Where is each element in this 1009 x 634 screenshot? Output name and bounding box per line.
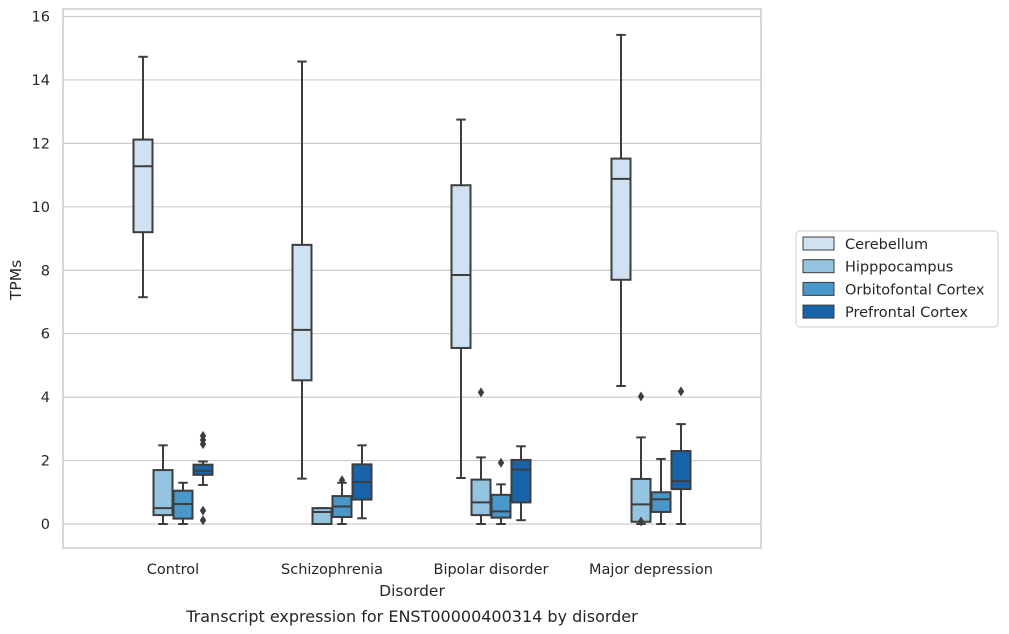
y-tick-label: 2 xyxy=(41,454,50,470)
plot-area xyxy=(63,9,761,548)
outlier-point xyxy=(199,515,207,526)
y-tick-label: 10 xyxy=(32,200,50,216)
outlier-point xyxy=(199,439,207,450)
chart-caption: Transcript expression for ENST0000040031… xyxy=(185,607,638,626)
x-tick-label: Major depression xyxy=(589,562,713,578)
legend-swatch xyxy=(802,281,835,296)
box-prefrontal-cortex xyxy=(192,430,214,526)
box-iqr xyxy=(670,450,692,491)
legend-label: Cerebellum xyxy=(845,237,928,253)
legend-swatch xyxy=(802,236,835,251)
outlier-point xyxy=(637,391,645,402)
y-tick-label: 14 xyxy=(32,73,50,89)
box-orbitofontal-cortex xyxy=(331,475,353,525)
legend-swatch xyxy=(802,304,835,319)
box-hipppocampus xyxy=(630,391,652,527)
y-tick-label: 4 xyxy=(41,390,50,406)
box-iqr xyxy=(630,477,652,523)
legend-swatch xyxy=(802,259,835,274)
outlier-point xyxy=(637,516,645,527)
y-tick-labels: 0 2 4 6 8 10 12 14 16 xyxy=(32,10,50,534)
box-iqr xyxy=(311,507,333,525)
y-tick-label: 6 xyxy=(41,327,50,343)
box-orbitofontal-cortex xyxy=(172,481,194,525)
x-axis-label: Disorder xyxy=(379,582,445,600)
box-orbitofontal-cortex xyxy=(650,457,672,525)
legend-frame xyxy=(795,230,999,328)
box-cerebellum xyxy=(610,33,632,388)
legend-label: Hipppocampus xyxy=(845,260,953,276)
grid-lines xyxy=(63,15,761,525)
box-hipppocampus xyxy=(152,444,174,525)
outlier-point xyxy=(497,457,505,468)
y-tick-label: 16 xyxy=(32,10,50,26)
legend-label: Orbitofontal Cortex xyxy=(845,282,985,298)
outlier-point xyxy=(677,386,685,397)
plot-frame xyxy=(62,8,762,549)
outlier-point xyxy=(199,505,207,516)
box-cerebellum xyxy=(132,55,154,299)
box-prefrontal-cortex xyxy=(510,445,532,522)
box-orbitofontal-cortex xyxy=(490,457,512,525)
outlier-point xyxy=(477,387,485,398)
box-iqr xyxy=(291,243,313,382)
x-tick-label: Control xyxy=(147,562,199,578)
x-tick-label: Bipolar disorder xyxy=(434,562,549,578)
box-groups xyxy=(132,33,692,527)
box-prefrontal-cortex xyxy=(670,386,692,525)
box-iqr xyxy=(132,138,154,234)
x-tick-labels: Control Schizophrenia Bipolar disorder Majo… xyxy=(147,562,713,578)
box-iqr xyxy=(490,493,512,519)
y-tick-label: 12 xyxy=(32,136,50,152)
box-iqr xyxy=(470,478,492,517)
box-iqr xyxy=(650,491,672,513)
box-hipppocampus xyxy=(311,507,333,525)
legend-label: Prefrontal Cortex xyxy=(845,305,968,321)
box-iqr xyxy=(610,157,632,281)
y-tick-label: 0 xyxy=(41,517,50,533)
y-axis-label: TPMs xyxy=(7,260,25,301)
legend: Cerebellum Hipppocampus Orbitofontal Corte… xyxy=(795,230,999,328)
y-tick-label: 8 xyxy=(41,263,50,279)
outlier-point xyxy=(338,475,346,486)
x-tick-label: Schizophrenia xyxy=(281,562,383,578)
box-iqr xyxy=(510,458,532,504)
box-prefrontal-cortex xyxy=(351,444,373,520)
box-iqr xyxy=(450,184,472,349)
box-cerebellum xyxy=(450,118,472,480)
box-cerebellum xyxy=(291,60,313,480)
